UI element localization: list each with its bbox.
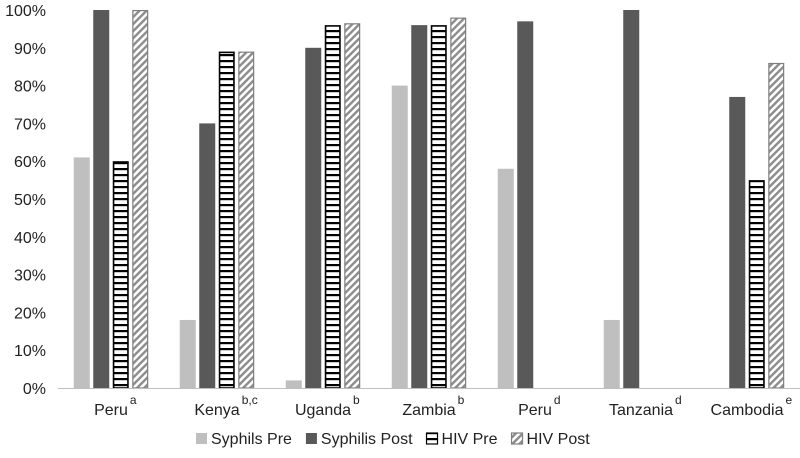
x-tick-footnote-marker: a xyxy=(130,393,137,407)
x-tick-label: Tanzania xyxy=(609,402,673,419)
legend-swatch xyxy=(510,432,524,445)
bar-hiv-post xyxy=(768,62,785,389)
bar-syphils-pre xyxy=(285,380,302,388)
bar-hiv-post xyxy=(132,10,149,389)
bar-hiv-pre xyxy=(748,180,765,389)
legend: Syphils Pre Syphilis Post HIV Pre HIV Post xyxy=(196,431,590,448)
x-tick-footnote-marker: b,c xyxy=(242,393,258,407)
bar-syphilis-post xyxy=(305,47,322,389)
y-tick-label: 20% xyxy=(14,305,46,322)
bar-syphilis-post xyxy=(729,96,746,388)
bar-syphils-pre xyxy=(73,157,90,388)
x-tick-footnote-marker: b xyxy=(458,393,465,407)
bar-syphils-pre xyxy=(391,85,408,388)
bar-hiv-pre xyxy=(112,161,129,389)
y-tick-label: 40% xyxy=(14,230,46,247)
y-tick-label: 100% xyxy=(5,3,46,20)
bar-syphilis-post xyxy=(93,10,110,388)
bar-syphilis-post xyxy=(199,123,216,389)
y-tick-label: 90% xyxy=(14,41,46,58)
x-tick-label: Kenya xyxy=(194,402,239,419)
legend-label: Syphilis Post xyxy=(321,431,413,448)
bar-syphilis-post xyxy=(517,21,534,389)
x-tick-footnote-marker: d xyxy=(675,393,682,407)
legend-label: HIV Pre xyxy=(442,431,498,448)
y-axis: 0% 10% 20% 30% 40% 50% 60% 70% 80% 90% 100% xyxy=(5,3,46,398)
x-tick-footnote-marker: d xyxy=(554,393,561,407)
bars-group xyxy=(73,10,785,389)
bar-hiv-post xyxy=(238,51,255,389)
y-tick-label: 60% xyxy=(14,154,46,171)
x-tick-label: Cambodia xyxy=(711,402,784,419)
y-tick-label: 80% xyxy=(14,79,46,96)
bar-hiv-post xyxy=(344,23,361,389)
legend-label: Syphils Pre xyxy=(211,431,292,448)
y-tick-label: 30% xyxy=(14,268,46,285)
bar-syphils-pre xyxy=(603,319,620,388)
x-axis: PeruaKenyab,cUgandabZambiabPerudTanzania… xyxy=(58,388,800,419)
x-tick-label: Peru xyxy=(518,402,552,419)
x-tick-footnote-marker: e xyxy=(785,393,792,407)
bar-hiv-pre xyxy=(324,25,341,389)
legend-swatch xyxy=(425,432,439,445)
legend-swatch xyxy=(196,433,207,444)
y-tick-label: 10% xyxy=(14,343,46,360)
bar-hiv-post xyxy=(450,17,467,389)
bar-syphilis-post xyxy=(411,25,428,389)
bar-hiv-pre xyxy=(218,51,235,389)
legend-label: HIV Post xyxy=(527,431,591,448)
bar-syphilis-post xyxy=(623,10,640,388)
y-tick-label: 70% xyxy=(14,116,46,133)
y-tick-label: 50% xyxy=(14,192,46,209)
bar-syphils-pre xyxy=(179,319,196,388)
bar-hiv-pre xyxy=(430,25,447,389)
x-tick-label: Zambia xyxy=(402,402,455,419)
x-tick-label: Peru xyxy=(94,402,128,419)
legend-swatch xyxy=(305,433,317,444)
x-tick-footnote-marker: b xyxy=(353,393,360,407)
y-tick-label: 0% xyxy=(23,381,46,398)
bar-syphils-pre xyxy=(497,168,514,388)
x-tick-label: Uganda xyxy=(295,402,351,419)
